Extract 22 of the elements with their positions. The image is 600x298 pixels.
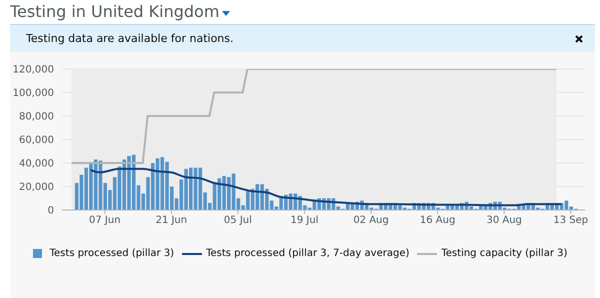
y-tick-label: 100,000 [12, 88, 54, 100]
legend-label: Testing capacity (pillar 3) [441, 248, 568, 259]
x-tick-label: 13 Sep [553, 215, 588, 226]
x-tick-label: 30 Aug [486, 215, 522, 226]
x-tick-label: 16 Aug [420, 215, 456, 226]
legend-label: Tests processed (pillar 3) [50, 248, 174, 259]
x-tick-label: 02 Aug [353, 215, 389, 226]
chart-title: Testing in United Kingdom [10, 2, 220, 21]
text: Testing data are available for nations. [26, 32, 234, 45]
y-tick-label: 80,000 [19, 112, 54, 123]
x-tick-label: 21 Jun [156, 215, 188, 226]
line-series [90, 168, 562, 206]
x-tick-label: 07 Jun [89, 215, 121, 226]
line-series [70, 69, 558, 164]
y-tick-label: 60,000 [19, 135, 54, 146]
y-tick-label: 0 [48, 206, 54, 217]
x-tick-label: 05 Jul [224, 215, 252, 226]
y-tick-label: 120,000 [12, 64, 54, 76]
legend-label: Tests processed (pillar 3, 7-day average) [206, 248, 410, 259]
y-tick-label: 40,000 [19, 158, 54, 170]
x-tick-label: 19 Jul [290, 215, 318, 226]
y-tick-label: 20,000 [19, 182, 54, 194]
